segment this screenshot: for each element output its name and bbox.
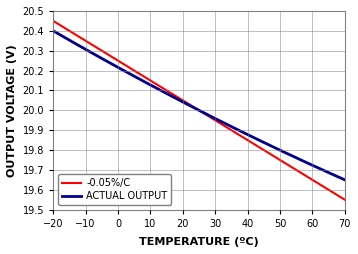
-0.05%/C [191, 105, 195, 108]
-0.05%/C [343, 198, 347, 201]
ACTUAL OUTPUT [209, 115, 213, 118]
Line: ACTUAL OUTPUT: ACTUAL OUTPUT [53, 31, 345, 180]
ACTUAL OUTPUT [290, 154, 294, 157]
Legend: -0.05%/C, ACTUAL OUTPUT: -0.05%/C, ACTUAL OUTPUT [58, 174, 171, 205]
ACTUAL OUTPUT [51, 29, 55, 32]
-0.05%/C [224, 126, 229, 129]
Line: -0.05%/C: -0.05%/C [53, 21, 345, 200]
ACTUAL OUTPUT [336, 175, 340, 178]
ACTUAL OUTPUT [189, 105, 194, 108]
Y-axis label: OUTPUT VOLTAGE (V): OUTPUT VOLTAGE (V) [7, 44, 17, 177]
-0.05%/C [290, 166, 294, 169]
-0.05%/C [209, 116, 213, 119]
X-axis label: TEMPERATURE (ºC): TEMPERATURE (ºC) [139, 237, 259, 247]
ACTUAL OUTPUT [224, 123, 229, 126]
ACTUAL OUTPUT [191, 106, 195, 109]
ACTUAL OUTPUT [343, 178, 347, 181]
-0.05%/C [51, 19, 55, 22]
-0.05%/C [336, 194, 340, 197]
-0.05%/C [189, 104, 194, 107]
